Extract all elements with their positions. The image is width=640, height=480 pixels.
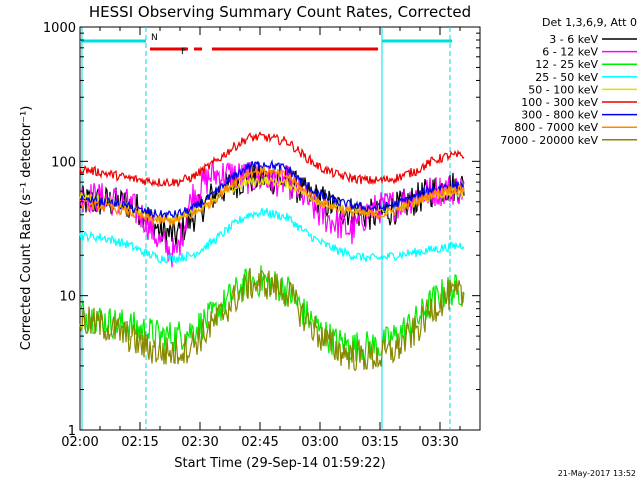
x-tick-label: 02:00 [61,435,98,450]
legend-label: 7000 - 20000 keV [500,134,598,147]
series-line [79,160,465,268]
x-tick-label: 02:30 [181,435,218,450]
chart-title: HESSI Observing Summary Count Rates, Cor… [89,3,471,21]
x-tick-label: 03:30 [421,435,458,450]
legend-label: 6 - 12 keV [542,46,598,59]
flag-label: N [151,33,158,43]
flag-bars: NF [80,33,452,57]
legend-header: Det 1,3,6,9, Att 0 [542,16,637,29]
y-tick-label: 1000 [43,21,76,36]
x-tick-label: 03:15 [361,435,398,450]
x-axis-label: Start Time (29-Sep-14 01:59:22) [174,456,385,471]
series-line [79,207,465,265]
legend-label: 100 - 300 keV [521,96,598,109]
legend-label: 12 - 25 keV [535,58,598,71]
y-tick-label: 10 [59,290,76,305]
series-line [79,131,465,188]
footer-timestamp: 21-May-2017 13:52 [558,469,636,478]
plot-area [79,26,481,431]
vertical-markers [81,27,451,430]
y-tick-label: 100 [51,155,76,170]
y-axis-label: Corrected Count Rate (s⁻¹ detector⁻¹) [19,106,34,351]
legend-label: 3 - 6 keV [549,33,598,46]
series-line [79,166,465,227]
x-tick-label: 02:45 [241,435,278,450]
series-line [79,159,465,220]
series-line [79,268,465,372]
legend-label: 50 - 100 keV [528,83,598,96]
y-axis: 1 10 100 1000 [43,21,480,439]
legend-label: 800 - 7000 keV [514,121,598,134]
y-tick-label: 1 [68,424,76,439]
legend-label: 25 - 50 keV [535,71,598,84]
legend-label: 300 - 800 keV [521,109,598,122]
x-tick-label: 02:15 [121,435,158,450]
flag-label: F [181,47,186,57]
series-lines [79,131,465,372]
x-axis: 02:00 02:15 02:30 02:45 03:00 03:15 03:30 [61,27,481,450]
x-tick-label: 03:00 [301,435,338,450]
